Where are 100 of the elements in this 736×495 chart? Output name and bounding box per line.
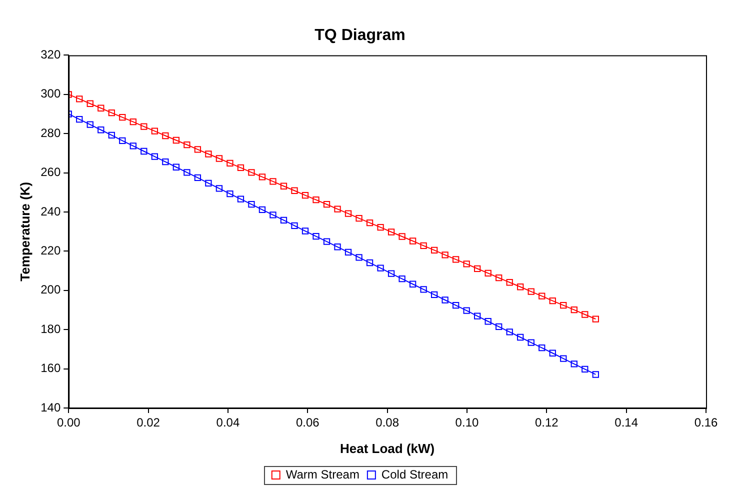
point bbox=[549, 350, 556, 356]
y-tick-label: 200 bbox=[40, 282, 61, 297]
point bbox=[226, 190, 234, 198]
x-tick-label: 0.12 bbox=[534, 416, 559, 430]
point bbox=[334, 206, 341, 212]
point bbox=[323, 201, 330, 208]
x-tick-label: 0.06 bbox=[296, 416, 320, 430]
point bbox=[248, 201, 255, 208]
point bbox=[409, 280, 416, 288]
point bbox=[270, 212, 276, 218]
point bbox=[162, 158, 169, 166]
point bbox=[549, 297, 556, 304]
point bbox=[98, 104, 104, 112]
point bbox=[108, 132, 115, 138]
point bbox=[226, 160, 234, 167]
point bbox=[430, 246, 438, 254]
point bbox=[216, 185, 223, 192]
y-tick-label: 240 bbox=[40, 204, 61, 218]
point bbox=[582, 311, 588, 318]
point bbox=[344, 210, 352, 217]
point bbox=[280, 216, 288, 224]
point bbox=[258, 174, 266, 180]
point bbox=[463, 307, 470, 314]
point bbox=[184, 169, 190, 176]
point bbox=[205, 180, 212, 187]
point bbox=[237, 196, 244, 202]
point bbox=[323, 238, 330, 245]
point bbox=[184, 141, 190, 148]
point bbox=[130, 142, 136, 150]
x-tick-label: 0.02 bbox=[136, 416, 160, 430]
point bbox=[291, 187, 298, 194]
point bbox=[119, 137, 126, 144]
point bbox=[140, 148, 148, 155]
point bbox=[130, 118, 136, 126]
point bbox=[98, 126, 104, 134]
point bbox=[291, 222, 298, 230]
y-tick-label: 320 bbox=[40, 48, 61, 62]
point bbox=[430, 291, 438, 298]
point bbox=[388, 228, 395, 236]
point bbox=[560, 355, 567, 362]
x-tick-label: 0.04 bbox=[216, 416, 240, 430]
point bbox=[484, 270, 492, 276]
legend-label: Cold Stream bbox=[381, 467, 448, 482]
point bbox=[474, 265, 481, 272]
point bbox=[216, 155, 223, 162]
point bbox=[538, 344, 546, 352]
point bbox=[377, 264, 384, 272]
point bbox=[528, 339, 534, 346]
point bbox=[151, 128, 158, 134]
point bbox=[205, 150, 212, 158]
point bbox=[409, 238, 416, 244]
point bbox=[270, 178, 276, 185]
point bbox=[172, 164, 180, 170]
x-axis-title: Heat Load (kW) bbox=[340, 440, 435, 456]
legend-label: Warm Stream bbox=[286, 467, 360, 482]
point bbox=[312, 232, 320, 240]
x-tick-label: 0.00 bbox=[56, 416, 81, 430]
point bbox=[237, 164, 244, 172]
point bbox=[570, 360, 578, 368]
point bbox=[366, 219, 374, 226]
x-tick-label: 0.08 bbox=[376, 416, 400, 430]
point bbox=[258, 206, 266, 213]
point bbox=[108, 109, 115, 116]
point bbox=[528, 288, 534, 295]
point bbox=[420, 286, 427, 293]
point bbox=[442, 252, 448, 258]
y-axis-title: Temperature (K) bbox=[17, 182, 32, 282]
chart-title: TQ Diagram bbox=[314, 27, 406, 44]
point bbox=[280, 182, 288, 190]
point bbox=[463, 260, 470, 268]
point bbox=[496, 323, 502, 330]
point bbox=[76, 96, 83, 102]
point bbox=[76, 116, 83, 123]
y-tick-label: 300 bbox=[40, 86, 61, 101]
point bbox=[312, 196, 320, 204]
point bbox=[442, 296, 448, 304]
point bbox=[172, 136, 180, 144]
x-tick-label: 0.14 bbox=[614, 416, 638, 430]
y-tick-label: 160 bbox=[40, 361, 61, 376]
x-tick-label: 0.16 bbox=[694, 416, 718, 430]
y-tick-label: 140 bbox=[40, 400, 61, 414]
point bbox=[452, 302, 460, 309]
point bbox=[194, 174, 202, 182]
point bbox=[506, 279, 513, 286]
point bbox=[388, 270, 395, 277]
point bbox=[452, 256, 460, 263]
point bbox=[538, 292, 546, 300]
y-tick-label: 180 bbox=[40, 322, 61, 336]
point bbox=[582, 366, 588, 373]
point bbox=[592, 316, 599, 322]
y-tick-label: 220 bbox=[40, 244, 61, 258]
point bbox=[484, 318, 492, 325]
point bbox=[151, 153, 158, 160]
x-tick-label: 0.10 bbox=[455, 416, 479, 430]
point bbox=[334, 244, 341, 250]
y-tick-label: 280 bbox=[40, 126, 61, 140]
point bbox=[119, 114, 126, 121]
point bbox=[86, 121, 94, 128]
point bbox=[366, 259, 374, 266]
point bbox=[248, 169, 255, 176]
